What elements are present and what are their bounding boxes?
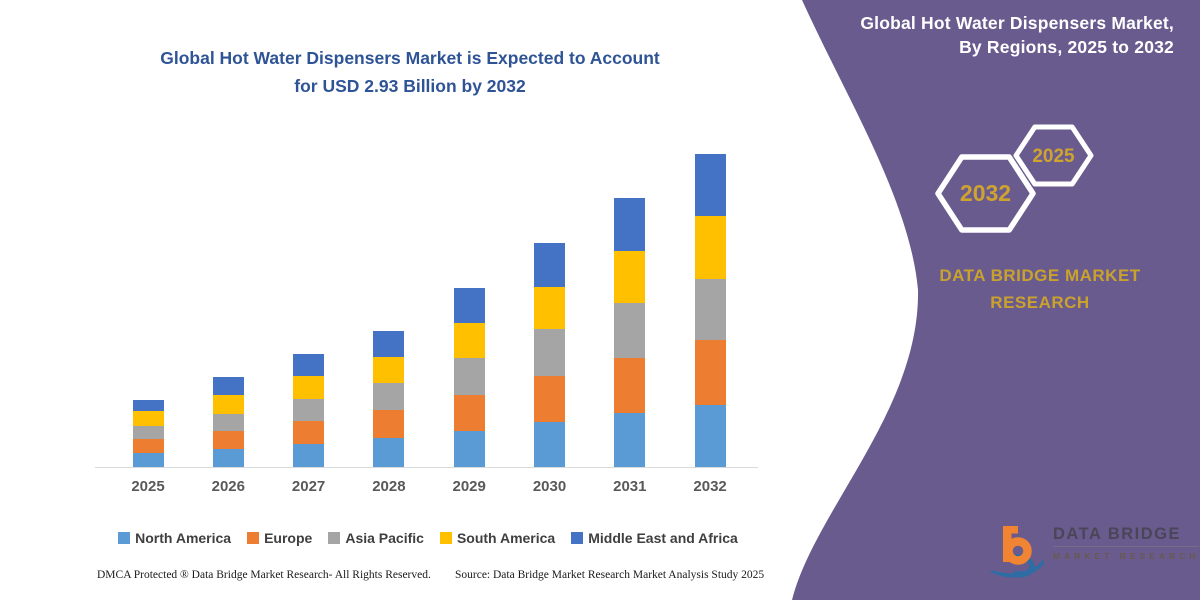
side-panel-title-line2: By Regions, 2025 to 2032 — [959, 37, 1174, 57]
logo-d-icon — [1012, 554, 1035, 578]
side-panel-title: Global Hot Water Dispensers Market, By R… — [860, 11, 1174, 59]
legend-label: North America — [135, 530, 232, 546]
brand-line2: RESEARCH — [990, 293, 1090, 312]
logo-b-bowl — [1004, 537, 1032, 565]
legend-label: Asia Pacific — [345, 530, 424, 546]
legend-swatch-icon — [439, 532, 452, 544]
legend-label: South America — [456, 530, 556, 546]
brand-line1: DATA BRIDGE MARKET — [939, 266, 1141, 285]
data-bridge-logo: DATA BRIDGE MARKET RESEARCH — [986, 521, 1200, 589]
logo-b-flag — [1003, 526, 1018, 534]
legend-item-middle-east-and-africa: Middle East and Africa — [571, 530, 738, 546]
legend-item-south-america: South America — [439, 530, 556, 546]
legend-item-asia-pacific: Asia Pacific — [328, 530, 424, 546]
legend-swatch-icon — [247, 532, 260, 544]
data-bridge-logo-icon — [989, 526, 1044, 578]
legend-swatch-icon — [328, 532, 341, 544]
hexagon-badges: 2032 2025 — [935, 124, 1094, 233]
legend-label: Europe — [264, 530, 313, 546]
logo-text: DATA BRIDGE MARKET RESEARCH — [1053, 525, 1200, 561]
hexagon-2025-label: 2025 — [1032, 146, 1075, 167]
side-panel-background — [792, 0, 1200, 600]
chart-title: Global Hot Water Dispensers Market is Ex… — [65, 44, 755, 100]
footer-source-text: Source: Data Bridge Market Research Mark… — [455, 569, 765, 581]
legend-item-europe: Europe — [247, 530, 312, 546]
side-panel-title-line1: Global Hot Water Dispensers Market, — [860, 13, 1174, 33]
brand-wordmark: DATA BRIDGE MARKET RESEARCH — [915, 262, 1165, 316]
legend-swatch-icon — [571, 532, 584, 544]
legend-swatch-icon — [118, 532, 131, 544]
legend-item-north-america: North America — [118, 530, 231, 546]
logo-text-line1: DATA BRIDGE — [1053, 525, 1200, 547]
chart-title-line2: for USD 2.93 Billion by 2032 — [294, 76, 526, 96]
legend: North America Europe Asia Pacific South Ame… — [95, 530, 761, 546]
x-axis-line — [95, 467, 758, 468]
hexagon-2032 — [935, 154, 1036, 233]
logo-text-line2: MARKET RESEARCH — [1053, 551, 1200, 561]
chart-title-line1: Global Hot Water Dispensers Market is Ex… — [160, 48, 660, 68]
footer-dmca-text: DMCA Protected ® Data Bridge Market Rese… — [97, 569, 431, 581]
hexagon-2032-label: 2032 — [960, 180, 1011, 206]
legend-label: Middle East and Africa — [588, 530, 738, 546]
hexagon-2025 — [1013, 124, 1094, 187]
